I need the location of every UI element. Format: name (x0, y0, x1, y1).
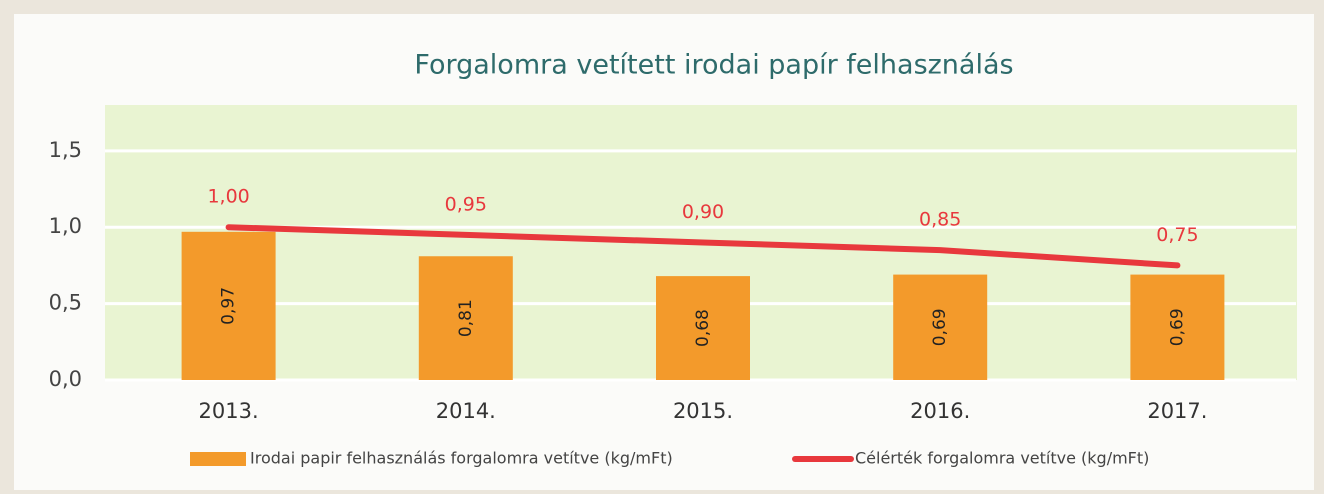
bar (1130, 274, 1225, 380)
target-line (225, 224, 1181, 269)
bar (656, 276, 750, 380)
legend-swatch (190, 452, 246, 466)
y-tick-label: 1,5 (49, 138, 82, 162)
x-tick-label: 2015. (673, 399, 733, 423)
bar-value-label: 0,68 (693, 309, 713, 347)
x-tick-label: 2013. (199, 399, 259, 423)
legend-label: Célérték forgalomra vetítve (kg/mFt) (855, 449, 1149, 468)
line-value-label: 0,90 (682, 201, 724, 223)
bar (418, 256, 513, 380)
line-value-label: 0,75 (1156, 224, 1198, 246)
y-tick-label: 0,0 (49, 367, 82, 391)
bar-value-label: 0,69 (1167, 308, 1187, 346)
x-tick-label: 2014. (436, 399, 496, 423)
legend-label: Irodai papir felhasználás forgalomra vet… (250, 449, 673, 468)
bar-value-label: 0,81 (456, 299, 476, 337)
line-value-label: 0,95 (445, 193, 487, 215)
chart-title: Forgalomra vetített irodai papír felhasz… (414, 50, 1013, 81)
line-value-label: 1,00 (207, 186, 249, 208)
bar-value-label: 0,69 (930, 308, 950, 346)
y-tick-label: 1,0 (49, 214, 82, 238)
bar-value-label: 0,97 (219, 287, 239, 325)
x-tick-label: 2017. (1147, 399, 1207, 423)
bar (181, 231, 276, 380)
line-value-label: 0,85 (919, 209, 961, 231)
bar (893, 274, 988, 380)
x-tick-label: 2016. (910, 399, 970, 423)
y-tick-label: 0,5 (49, 291, 82, 315)
